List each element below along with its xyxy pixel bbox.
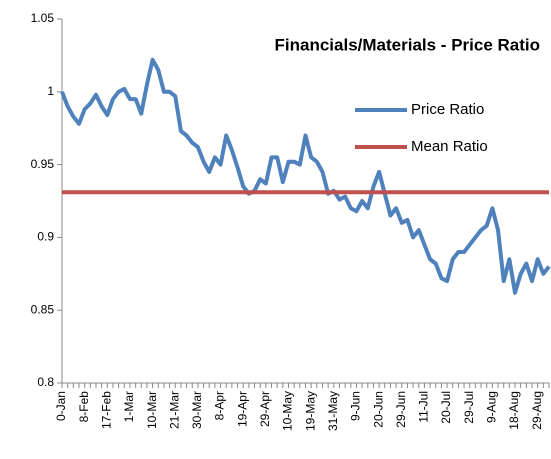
y-tick-label: 0.9 bbox=[37, 230, 54, 244]
y-tick-label: 0.95 bbox=[31, 157, 55, 171]
x-tick-label: 31-May bbox=[326, 391, 340, 431]
x-tick-label: 20-Jul bbox=[439, 391, 453, 424]
x-tick-label: 29-Aug bbox=[530, 391, 544, 430]
series-line bbox=[60, 57, 551, 295]
legend-label: Price Ratio bbox=[411, 101, 484, 118]
y-tick-label: 0.8 bbox=[37, 375, 54, 389]
x-tick-label: 9-Jun bbox=[349, 391, 363, 421]
legend-label: Mean Ratio bbox=[411, 138, 488, 155]
y-tick-label: 0.85 bbox=[31, 302, 55, 316]
x-tick-label: 10-Mar bbox=[145, 391, 159, 429]
y-tick-label: 1 bbox=[47, 84, 54, 98]
x-tick-label: 20-Jun bbox=[371, 391, 385, 428]
y-tick-label: 1.05 bbox=[31, 11, 55, 25]
chart-title: Financials/Materials - Price Ratio bbox=[275, 35, 540, 54]
x-tick-label: 19-May bbox=[303, 391, 317, 431]
x-tick-label: 18-Aug bbox=[507, 391, 521, 430]
x-tick-label: 9-Aug bbox=[485, 391, 499, 423]
x-tick-label: 17-Feb bbox=[99, 391, 113, 429]
x-tick-label: 21-Mar bbox=[167, 391, 181, 429]
x-tick-label: 8-Feb bbox=[77, 391, 91, 423]
x-tick-label: 29-Apr bbox=[258, 391, 272, 427]
x-tick-label: 29-Jun bbox=[394, 391, 408, 428]
x-tick-label: 8-Apr bbox=[213, 391, 227, 420]
x-tick-label: 0-Jan bbox=[54, 391, 68, 421]
x-tick-label: 10-May bbox=[281, 391, 295, 431]
x-tick-label: 11-Jul bbox=[417, 391, 431, 423]
x-tick-label: 1-Mar bbox=[122, 391, 136, 422]
x-tick-label: 29-Jul bbox=[462, 391, 476, 424]
x-tick-label: 19-Apr bbox=[235, 391, 249, 427]
x-tick-label: 30-Mar bbox=[190, 391, 204, 429]
